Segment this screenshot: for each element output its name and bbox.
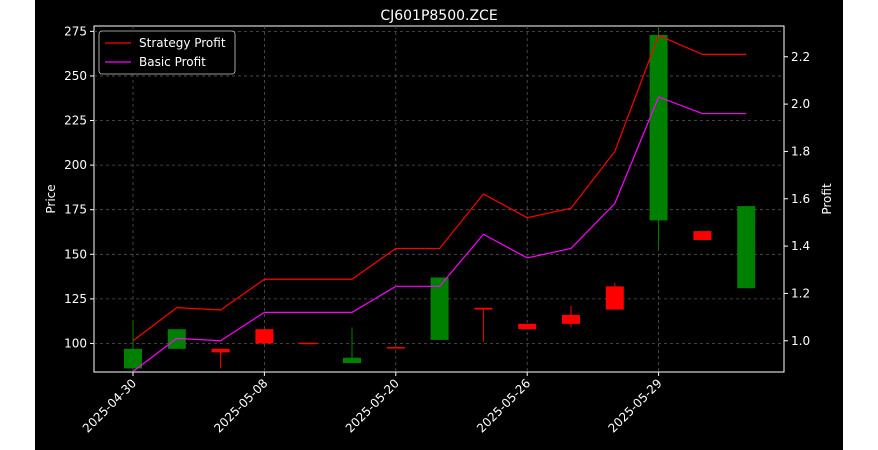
candle-body bbox=[430, 277, 449, 340]
candle-body bbox=[211, 348, 230, 353]
left-tick-label: 175 bbox=[64, 203, 87, 217]
candle-body bbox=[693, 231, 712, 241]
candle-body bbox=[737, 206, 756, 289]
candle-body bbox=[518, 323, 537, 330]
right-tick-label: 2.0 bbox=[791, 97, 810, 111]
candle-body bbox=[124, 348, 142, 369]
candle-body bbox=[474, 307, 493, 310]
legend: Strategy Profit Basic Profit bbox=[98, 30, 236, 75]
candle-body bbox=[386, 347, 405, 349]
candle-body bbox=[255, 329, 274, 344]
legend-label-strategy: Strategy Profit bbox=[139, 36, 226, 50]
candle-body bbox=[343, 357, 361, 364]
left-tick-label: 275 bbox=[64, 24, 87, 38]
right-tick-label: 1.4 bbox=[791, 239, 810, 253]
right-tick-label: 1.6 bbox=[791, 192, 810, 206]
candle-body bbox=[562, 314, 580, 324]
candle-body bbox=[605, 286, 624, 310]
right-tick-label: 1.0 bbox=[791, 334, 810, 348]
candle-body bbox=[299, 342, 318, 345]
left-y-axis: 100 125 150 175 200 225 250 275 bbox=[64, 24, 94, 350]
strategy-profit-line bbox=[132, 34, 747, 342]
right-y-axis-label: Profit bbox=[820, 183, 834, 215]
left-tick-label: 200 bbox=[64, 158, 87, 172]
right-y-axis: 1.0 1.2 1.4 1.6 1.8 2.0 2.2 bbox=[784, 50, 810, 348]
right-tick-label: 1.8 bbox=[791, 144, 810, 158]
candlesticks bbox=[124, 27, 756, 369]
left-tick-label: 150 bbox=[64, 247, 87, 261]
left-y-axis-label: Price bbox=[44, 184, 58, 213]
legend-box bbox=[98, 30, 236, 75]
candle-body bbox=[649, 34, 668, 221]
left-tick-label: 250 bbox=[64, 69, 87, 83]
right-tick-label: 1.2 bbox=[791, 286, 810, 300]
left-tick-label: 225 bbox=[64, 114, 87, 128]
profit-lines bbox=[132, 34, 747, 373]
chart-title: CJ601P8500.ZCE bbox=[380, 8, 497, 24]
right-tick-label: 2.2 bbox=[791, 50, 810, 64]
legend-label-basic: Basic Profit bbox=[139, 55, 206, 69]
left-tick-label: 125 bbox=[64, 292, 87, 306]
left-tick-label: 100 bbox=[64, 336, 87, 350]
basic-profit-line bbox=[132, 96, 747, 373]
